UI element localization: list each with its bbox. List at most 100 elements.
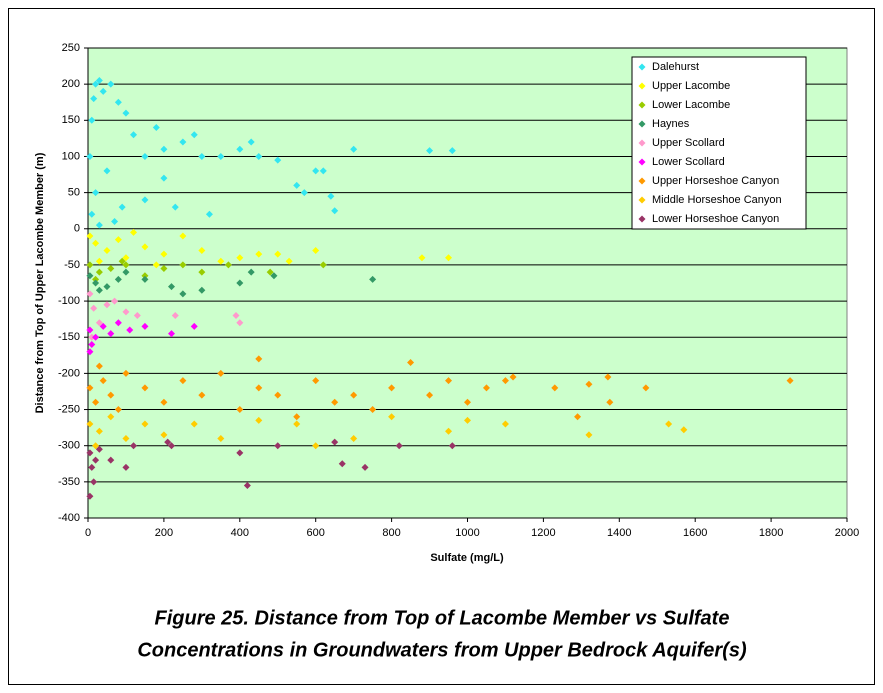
point: [95, 77, 103, 85]
point: [92, 456, 100, 464]
point: [179, 377, 187, 385]
point: [152, 124, 160, 132]
point: [95, 427, 103, 435]
point: [99, 87, 107, 95]
point: [255, 416, 263, 424]
legend-label: Lower Scollard: [652, 156, 725, 168]
point: [122, 254, 130, 262]
point: [114, 406, 122, 414]
point: [274, 442, 282, 450]
point: [331, 438, 339, 446]
point: [274, 250, 282, 258]
point: [111, 297, 119, 305]
point: [167, 283, 175, 291]
legend-box: [631, 56, 807, 230]
point: [171, 312, 179, 320]
point: [95, 257, 103, 265]
point: [300, 189, 308, 197]
point: [445, 427, 453, 435]
point: [293, 181, 301, 189]
point: [350, 145, 358, 153]
legend-marker: [638, 177, 646, 185]
point: [448, 442, 456, 450]
point: [418, 254, 426, 262]
point: [255, 384, 263, 392]
point: [319, 167, 327, 175]
y-tick-label: 150: [62, 114, 80, 126]
point: [232, 312, 240, 320]
y-tick-label: -200: [58, 367, 80, 379]
point: [141, 196, 149, 204]
point: [164, 438, 172, 446]
x-tick-label: 200: [155, 527, 173, 539]
point: [86, 326, 94, 334]
y-tick-label: -100: [58, 295, 80, 307]
point: [293, 413, 301, 421]
point: [103, 167, 111, 175]
point: [111, 218, 119, 226]
point: [107, 413, 115, 421]
point: [327, 192, 335, 200]
point: [448, 147, 456, 155]
point: [141, 243, 149, 251]
point: [426, 147, 434, 155]
point: [331, 207, 339, 215]
legend-label: Upper Lacombe: [652, 80, 730, 92]
legend-label: Middle Horseshoe Canyon: [652, 194, 782, 206]
point: [190, 420, 198, 428]
point: [285, 257, 293, 265]
x-tick-label: 1800: [759, 527, 783, 539]
x-tick-label: 600: [307, 527, 325, 539]
point: [236, 279, 244, 287]
point: [99, 322, 107, 330]
point: [243, 481, 251, 489]
point: [92, 333, 100, 341]
point: [95, 268, 103, 276]
legend-marker: [638, 101, 646, 109]
y-tick-label: -350: [58, 476, 80, 488]
point: [179, 232, 187, 240]
point: [92, 442, 100, 450]
point: [198, 286, 206, 294]
point: [141, 275, 149, 283]
point: [388, 413, 396, 421]
point: [350, 434, 358, 442]
point: [312, 246, 320, 254]
point: [198, 391, 206, 399]
point: [88, 333, 96, 341]
point: [369, 406, 377, 414]
point: [92, 398, 100, 406]
caption: Concentrations in Groundwaters from Uppe…: [137, 639, 747, 661]
x-tick-label: 800: [382, 527, 400, 539]
point: [114, 319, 122, 327]
point: [361, 463, 369, 471]
legend-marker: [638, 120, 646, 128]
point: [90, 304, 98, 312]
point: [152, 261, 160, 269]
point: [319, 261, 327, 269]
legend-marker: [638, 82, 646, 90]
point: [107, 80, 115, 88]
y-tick-label: -250: [58, 403, 80, 415]
point: [426, 391, 434, 399]
y-tick-label: 0: [74, 223, 80, 235]
point: [665, 420, 673, 428]
legend-marker: [638, 158, 646, 166]
point: [369, 275, 377, 283]
point: [167, 442, 175, 450]
point: [122, 109, 130, 117]
point: [92, 279, 100, 287]
point: [270, 272, 278, 280]
point: [604, 373, 612, 381]
point: [86, 261, 94, 269]
point: [501, 420, 509, 428]
point: [122, 261, 130, 269]
point: [86, 348, 94, 356]
point: [160, 174, 168, 182]
legend-label: Upper Horseshoe Canyon: [652, 175, 779, 187]
point: [445, 377, 453, 385]
point: [217, 152, 225, 160]
point: [482, 384, 490, 392]
point: [255, 355, 263, 363]
